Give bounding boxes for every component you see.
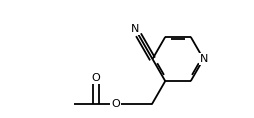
Text: N: N: [131, 24, 139, 34]
Text: O: O: [91, 74, 100, 83]
Text: N: N: [200, 54, 209, 64]
Text: O: O: [111, 99, 120, 110]
